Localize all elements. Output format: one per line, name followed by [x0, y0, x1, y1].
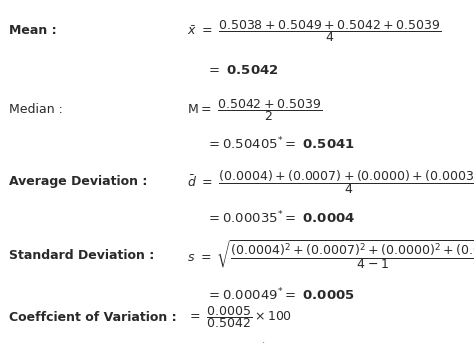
Text: $= 0.00035^{*} =\ \mathbf{0.0004}$: $= 0.00035^{*} =\ \mathbf{0.0004}$: [206, 210, 356, 226]
Text: $s\ =\ \sqrt{\dfrac{(0.0004)^{2} + (0.0007)^{2} + (0.0000)^{2} + (0.0003)^{2}}{4: $s\ =\ \sqrt{\dfrac{(0.0004)^{2} + (0.00…: [187, 239, 474, 272]
Text: $\bar{x}\ =\ \dfrac{0.5038 + 0.5049 + 0.5042 + 0.5039}{4}$: $\bar{x}\ =\ \dfrac{0.5038 + 0.5049 + 0.…: [187, 18, 441, 44]
Text: Standard Deviation :: Standard Deviation :: [9, 249, 155, 262]
Text: $\mathrm{M} =\ \dfrac{0.5042 + 0.5039}{2}$: $\mathrm{M} =\ \dfrac{0.5042 + 0.5039}{2…: [187, 97, 322, 123]
Text: Coeffcient of Variation :: Coeffcient of Variation :: [9, 311, 177, 324]
Text: $= 0.00049^{*} =\ \mathbf{0.0005}$: $= 0.00049^{*} =\ \mathbf{0.0005}$: [206, 287, 355, 303]
Text: $=\ \dfrac{0.0005}{0.5042} \times 100$: $=\ \dfrac{0.0005}{0.5042} \times 100$: [187, 304, 292, 330]
Text: $=\ \mathbf{0.5042}$: $=\ \mathbf{0.5042}$: [206, 64, 279, 77]
Text: Mean :: Mean :: [9, 24, 57, 37]
Text: $\bar{d}\ =\ \dfrac{(0.0004) + (0.0007) + (0.0000) + (0.0003)}{4}$: $\bar{d}\ =\ \dfrac{(0.0004) + (0.0007) …: [187, 168, 474, 196]
Text: $= 0.099^{*}\ =\ \mathbf{0.1\%}$: $= 0.099^{*}\ =\ \mathbf{0.1\%}$: [206, 342, 328, 343]
Text: Median :: Median :: [9, 103, 64, 116]
Text: Average Deviation :: Average Deviation :: [9, 175, 148, 188]
Text: $= 0.50405^{*} =\ \mathbf{0.5041}$: $= 0.50405^{*} =\ \mathbf{0.5041}$: [206, 136, 355, 152]
